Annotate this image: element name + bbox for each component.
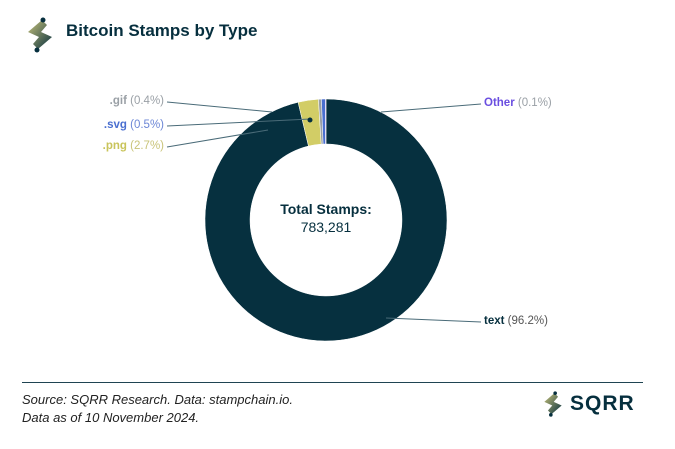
label-gif: .gif (0.4%) <box>109 95 164 107</box>
label-other: Other (0.1%) <box>484 97 552 109</box>
label-text: text (96.2%) <box>484 315 548 327</box>
leader-line-gif <box>166 101 273 113</box>
source-note: Source: SQRR Research. Data: stampchain.… <box>22 392 293 407</box>
slice-text <box>204 98 448 342</box>
sqrr-brand-icon <box>544 391 562 417</box>
label-png: .png (2.7%) <box>102 140 164 152</box>
brand-name: SQRR <box>570 392 635 415</box>
center-value: 783,281 <box>300 219 352 235</box>
leader-line-png <box>166 129 269 148</box>
leader-line-text <box>385 317 482 323</box>
marker-dot <box>307 117 313 123</box>
sqrr-logo-icon <box>28 17 52 53</box>
date-note: Data as of 10 November 2024. <box>22 410 200 425</box>
center-label: Total Stamps: <box>280 201 372 217</box>
footer-divider <box>22 382 643 383</box>
slice-other <box>324 98 327 145</box>
chart-title: Bitcoin Stamps by Type <box>66 21 258 40</box>
label-svg: .svg (0.5%) <box>103 119 164 131</box>
leader-line-svg <box>166 118 311 127</box>
leader-line-other <box>380 103 482 113</box>
